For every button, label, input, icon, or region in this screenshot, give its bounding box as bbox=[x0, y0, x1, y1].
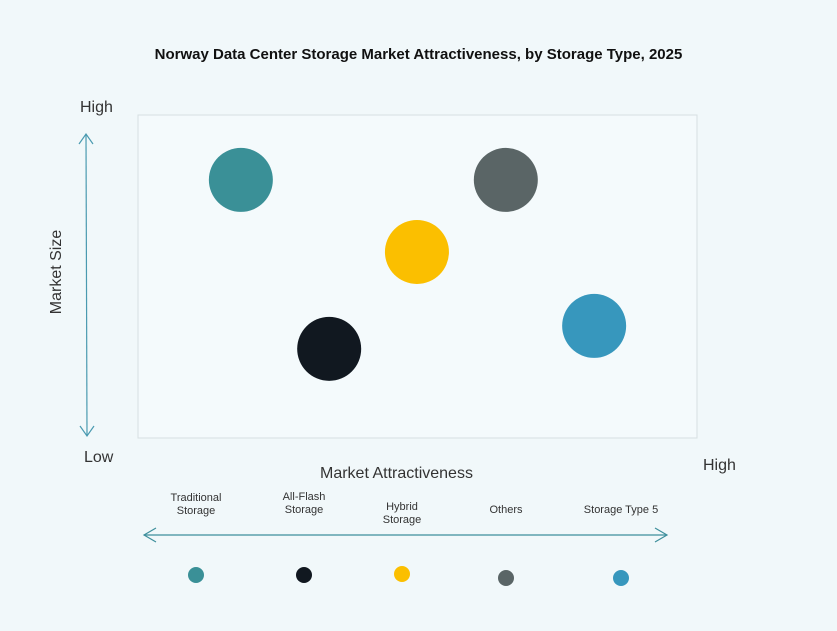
legend-axis-arrow bbox=[142, 527, 669, 543]
legend-dot-hybrid-storage bbox=[394, 566, 410, 582]
bubble-all-flash-storage bbox=[297, 316, 362, 381]
bubble-hybrid-storage bbox=[384, 219, 449, 284]
x-axis-label: Market Attractiveness bbox=[320, 465, 473, 482]
bubble-storage-type-5 bbox=[562, 293, 627, 358]
legend-dot-storage-type-5 bbox=[613, 570, 629, 586]
legend-dot-all-flash-storage bbox=[296, 567, 312, 583]
x-high-label: High bbox=[703, 457, 736, 474]
legend-label-all-flash-storage: All-Flash Storage bbox=[282, 491, 326, 516]
bubble-others bbox=[473, 147, 538, 212]
legend-dot-traditional-storage bbox=[188, 567, 204, 583]
y-axis-arrow bbox=[78, 132, 95, 438]
chart-title: Norway Data Center Storage Market Attrac… bbox=[154, 46, 683, 63]
bubble-traditional-storage bbox=[208, 147, 273, 212]
y-high-label: High bbox=[80, 99, 113, 116]
legend-dot-others bbox=[498, 570, 514, 586]
legend-label-traditional-storage: Traditional Storage bbox=[170, 492, 222, 517]
legend-label-others: Others bbox=[489, 504, 523, 516]
y-low-label: Low bbox=[84, 449, 114, 466]
legend-label-hybrid-storage: Hybrid Storage bbox=[382, 501, 422, 526]
legend-label-storage-type-5: Storage Type 5 bbox=[583, 504, 659, 516]
